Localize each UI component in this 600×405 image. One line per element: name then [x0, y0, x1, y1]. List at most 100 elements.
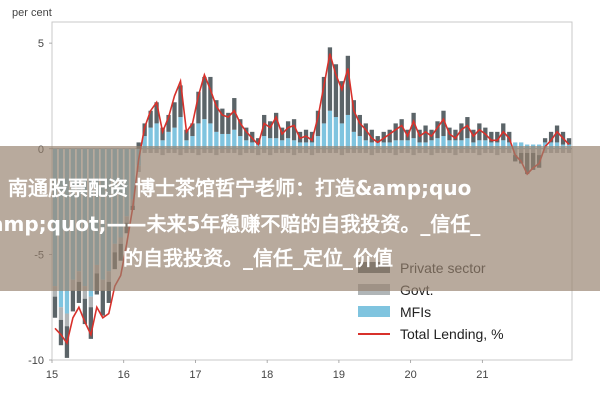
bar-private: [208, 76, 213, 124]
bar-private: [178, 85, 183, 118]
bar-private: [196, 91, 201, 124]
bar-private: [477, 123, 482, 141]
bar-private: [268, 121, 273, 139]
bar-mfis: [495, 142, 500, 149]
bar-private: [232, 98, 237, 130]
y-tick-label: -10: [28, 355, 44, 367]
bar-private: [423, 125, 428, 143]
bar-private: [76, 281, 82, 303]
bar-private: [136, 142, 141, 149]
bar-private: [542, 138, 548, 143]
bar-private: [214, 100, 219, 132]
bar-private: [82, 298, 88, 325]
bar-private: [495, 131, 500, 143]
bar-mfis: [285, 138, 291, 149]
bar-mfis: [483, 140, 488, 149]
bar-private: [554, 125, 560, 143]
bar-mfis: [429, 140, 434, 149]
bar-private: [465, 117, 470, 139]
bar-mfis: [387, 142, 392, 149]
bar-mfis: [202, 119, 207, 149]
bar-private: [327, 47, 333, 111]
bar-mfis: [417, 142, 422, 149]
legend-label-total: Total Lending, %: [400, 326, 504, 342]
bar-mfis: [548, 142, 554, 149]
bar-mfis: [250, 142, 255, 149]
bar-private: [244, 127, 249, 141]
bar-mfis: [375, 142, 380, 149]
bar-mfis: [142, 136, 147, 149]
bar-private: [399, 119, 404, 141]
bar-private: [202, 76, 207, 120]
bar-mfis: [273, 138, 279, 149]
y-axis-label: per cent: [12, 7, 52, 19]
bar-mfis: [184, 140, 189, 149]
bar-mfis: [232, 129, 237, 149]
bar-mfis: [196, 123, 201, 149]
bar-mfis: [268, 138, 273, 149]
y-tick-label: 5: [38, 38, 44, 50]
watermark-line-3: 的自我投资。_信任_定位_价值: [123, 246, 393, 270]
bar-mfis: [411, 138, 416, 149]
bar-mfis: [477, 140, 482, 149]
bar-private: [453, 129, 458, 141]
bar-mfis: [166, 131, 171, 149]
bar-private: [489, 131, 494, 143]
bar-mfis: [321, 123, 327, 149]
bar-mfis: [405, 140, 410, 149]
bar-mfis: [465, 138, 470, 149]
bar-private: [345, 55, 351, 115]
bar-mfis: [399, 140, 404, 149]
bar-mfis: [501, 140, 506, 149]
watermark-line-2: amp;quot;——未来5年稳赚不赔的自我投资。_信任_: [0, 212, 481, 236]
bar-mfis: [190, 136, 195, 149]
bar-private: [357, 114, 362, 137]
bar-private: [52, 296, 58, 318]
bar-mfis: [519, 142, 524, 149]
bar-mfis: [148, 127, 153, 149]
bar-private: [190, 123, 195, 137]
bar-private: [70, 290, 76, 312]
bar-mfis: [244, 140, 249, 149]
bar-private: [321, 76, 327, 124]
bar-mfis: [554, 142, 560, 149]
bar-private: [351, 100, 356, 132]
bar-mfis: [441, 136, 446, 149]
bar-private: [548, 131, 554, 143]
bar-mfis: [315, 136, 321, 149]
legend-swatch-mfis: [358, 306, 390, 317]
bar-mfis: [154, 123, 159, 149]
bar-private: [339, 81, 345, 124]
bar-mfis: [513, 142, 518, 149]
bar-mfis: [220, 133, 225, 149]
bar-private: [256, 138, 261, 145]
bar-mfis: [160, 140, 165, 149]
bar-mfis: [435, 138, 440, 149]
bar-private: [411, 112, 416, 139]
bar-private: [238, 119, 243, 137]
bar-govt: [58, 307, 64, 320]
bar-mfis: [327, 110, 333, 149]
bar-private: [441, 110, 446, 137]
bar-govt: [52, 286, 58, 297]
bar-mfis: [369, 142, 374, 149]
bar-private: [106, 281, 111, 303]
bar-private: [315, 110, 321, 137]
bar-govt: [82, 286, 88, 299]
bar-private: [88, 307, 94, 339]
bar-mfis: [489, 142, 494, 149]
bar-mfis: [279, 140, 285, 149]
bar-private: [285, 121, 291, 139]
bar-mfis: [214, 131, 219, 149]
x-tick-label: 18: [261, 369, 273, 381]
bar-private: [226, 112, 231, 134]
bar-private: [166, 114, 171, 132]
bar-private: [363, 123, 368, 141]
x-tick-label: 20: [404, 369, 416, 381]
bar-private: [184, 129, 189, 141]
bar-mfis: [309, 142, 315, 149]
x-tick-label: 16: [118, 369, 130, 381]
bar-private: [369, 129, 374, 143]
bar-private: [459, 123, 464, 141]
x-tick-label: 15: [46, 369, 58, 381]
